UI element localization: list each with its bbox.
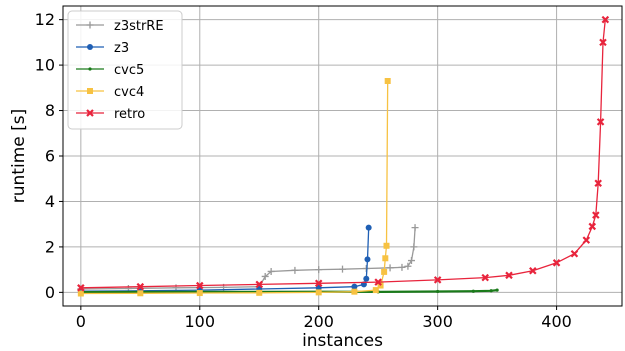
data-point-z3strre bbox=[398, 263, 406, 271]
data-point-z3strre bbox=[291, 266, 299, 274]
series-line-z3 bbox=[80, 227, 370, 292]
y-tick-label: 12 bbox=[35, 10, 55, 29]
data-point-z3 bbox=[364, 256, 371, 263]
data-point-retro bbox=[552, 259, 561, 267]
data-point-cvc4 bbox=[372, 287, 379, 294]
data-point-retro bbox=[314, 279, 323, 288]
legend-box bbox=[67, 10, 183, 130]
data-point-z3strre bbox=[267, 267, 275, 275]
legend-marker bbox=[86, 109, 94, 117]
data-point-cvc4 bbox=[315, 289, 322, 296]
y-tick-label: 6 bbox=[45, 147, 55, 166]
y-tick-label: 4 bbox=[45, 192, 55, 211]
y-tick-label: 8 bbox=[45, 101, 55, 120]
y-ticks: 0 2 4 6 8 10 12 bbox=[35, 10, 63, 302]
data-point-cvc4 bbox=[196, 290, 203, 297]
x-tick-label: 200 bbox=[303, 312, 334, 331]
data-point-retro bbox=[136, 282, 145, 291]
data-point-cvc5 bbox=[489, 289, 493, 293]
data-point-retro bbox=[195, 281, 204, 290]
x-tick-label: 400 bbox=[541, 312, 572, 331]
legend-marker bbox=[87, 44, 93, 50]
data-point-z3 bbox=[363, 275, 370, 282]
x-ticks: 0 100 200 300 400 bbox=[76, 306, 572, 331]
data-point-cvc5 bbox=[495, 288, 499, 292]
data-point-cvc4 bbox=[384, 78, 391, 84]
legend-marker bbox=[87, 88, 93, 94]
data-point-retro bbox=[255, 280, 264, 289]
x-tick-label: 0 bbox=[76, 312, 86, 331]
y-tick-label: 0 bbox=[45, 283, 55, 302]
series-retro bbox=[77, 15, 610, 292]
data-point-cvc4 bbox=[381, 268, 388, 275]
series-cvc4 bbox=[77, 78, 391, 297]
data-point-cvc4 bbox=[383, 242, 390, 249]
x-axis-label: instances bbox=[302, 331, 383, 351]
data-point-retro bbox=[594, 179, 602, 188]
data-point-z3strre bbox=[261, 272, 269, 280]
data-point-retro bbox=[505, 271, 513, 280]
data-point-z3strre bbox=[410, 243, 418, 251]
series-line-cvc5 bbox=[80, 289, 498, 294]
data-point-cvc4 bbox=[382, 255, 389, 262]
data-point-z3strre bbox=[315, 266, 323, 274]
data-point-z3strre bbox=[407, 257, 415, 265]
data-point-z3strre bbox=[386, 264, 394, 272]
x-tick-label: 300 bbox=[422, 312, 453, 331]
data-point-cvc4 bbox=[77, 290, 84, 297]
data-point-retro bbox=[599, 38, 607, 47]
data-point-retro bbox=[529, 266, 537, 275]
data-point-cvc4 bbox=[256, 289, 263, 296]
data-point-z3 bbox=[351, 283, 358, 290]
series-group bbox=[77, 15, 610, 297]
data-point-retro bbox=[570, 249, 579, 258]
data-point-retro bbox=[481, 273, 490, 282]
data-point-z3 bbox=[365, 224, 372, 231]
series-z3 bbox=[77, 224, 372, 295]
data-point-retro bbox=[592, 211, 600, 219]
data-point-z3strre bbox=[339, 265, 346, 273]
y-axis-label: runtime [s] bbox=[9, 109, 29, 203]
data-point-z3strre bbox=[411, 224, 419, 232]
legend-label: cvc5 bbox=[114, 63, 144, 78]
legend-marker bbox=[88, 67, 92, 71]
legend-marker bbox=[86, 21, 94, 29]
data-point-retro bbox=[596, 118, 605, 126]
data-point-cvc4 bbox=[351, 288, 358, 295]
data-point-retro bbox=[433, 276, 442, 284]
legend-label: cvc4 bbox=[114, 85, 144, 100]
y-tick-label: 2 bbox=[45, 237, 55, 256]
data-point-cvc4 bbox=[137, 290, 144, 297]
legend-label: retro bbox=[114, 107, 145, 122]
data-point-retro bbox=[588, 222, 597, 231]
data-point-cvc5 bbox=[436, 289, 440, 294]
y-tick-label: 10 bbox=[35, 56, 55, 75]
data-point-retro bbox=[601, 15, 610, 24]
legend-label: z3strRE bbox=[114, 19, 164, 34]
x-tick-label: 100 bbox=[185, 312, 216, 331]
data-point-retro bbox=[582, 236, 591, 244]
data-point-retro bbox=[374, 278, 382, 286]
data-point-retro bbox=[77, 284, 85, 292]
data-point-cvc5 bbox=[471, 289, 475, 293]
legend-label: z3 bbox=[114, 41, 129, 56]
legend: z3strRE z3 cvc5 cvc4 retro bbox=[67, 10, 183, 130]
data-point-z3strre bbox=[404, 262, 412, 270]
